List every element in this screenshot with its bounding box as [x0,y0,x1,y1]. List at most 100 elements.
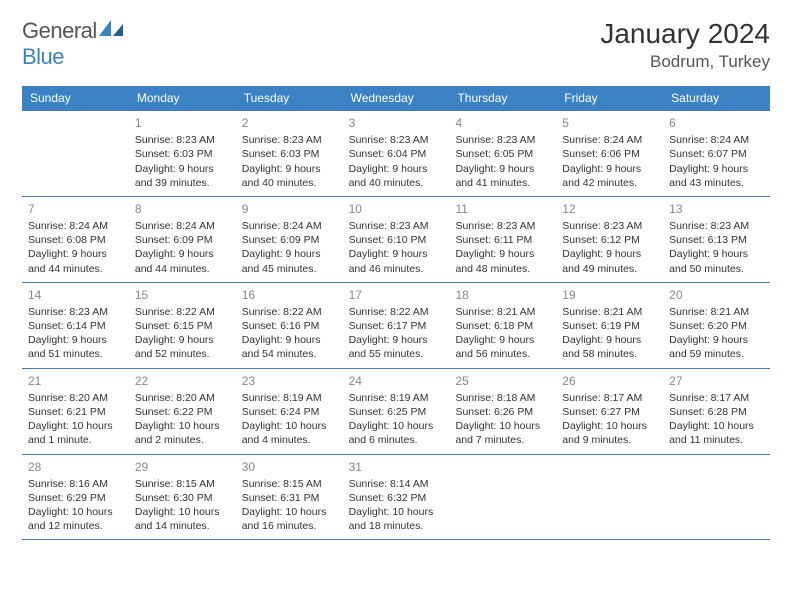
day-number: 27 [669,373,764,389]
sunrise-line: Sunrise: 8:21 AM [562,305,657,319]
day-number: 15 [135,287,230,303]
sunset-line: Sunset: 6:05 PM [455,147,550,161]
sunrise-line: Sunrise: 8:15 AM [242,477,337,491]
sunrise-line: Sunrise: 8:21 AM [669,305,764,319]
calendar-day-cell: 23Sunrise: 8:19 AMSunset: 6:24 PMDayligh… [236,369,343,454]
daylight-line: Daylight: 10 hours and 2 minutes. [135,419,230,447]
sunset-line: Sunset: 6:12 PM [562,233,657,247]
day-number: 16 [242,287,337,303]
day-header: Thursday [449,86,556,110]
sunset-line: Sunset: 6:11 PM [455,233,550,247]
sunrise-line: Sunrise: 8:23 AM [28,305,123,319]
sunset-line: Sunset: 6:22 PM [135,405,230,419]
day-number: 1 [135,115,230,131]
day-number: 13 [669,201,764,217]
calendar-day-cell: 19Sunrise: 8:21 AMSunset: 6:19 PMDayligh… [556,283,663,368]
sunset-line: Sunset: 6:19 PM [562,319,657,333]
sunrise-line: Sunrise: 8:14 AM [349,477,444,491]
day-number: 30 [242,459,337,475]
calendar-day-cell: 8Sunrise: 8:24 AMSunset: 6:09 PMDaylight… [129,197,236,282]
sunrise-line: Sunrise: 8:23 AM [669,219,764,233]
day-number: 2 [242,115,337,131]
calendar-day-cell: 31Sunrise: 8:14 AMSunset: 6:32 PMDayligh… [343,455,450,540]
day-number: 23 [242,373,337,389]
daylight-line: Daylight: 9 hours and 56 minutes. [455,333,550,361]
sunset-line: Sunset: 6:14 PM [28,319,123,333]
day-number: 28 [28,459,123,475]
daylight-line: Daylight: 10 hours and 12 minutes. [28,505,123,533]
calendar-day-cell: 26Sunrise: 8:17 AMSunset: 6:27 PMDayligh… [556,369,663,454]
day-number: 21 [28,373,123,389]
calendar-day-cell: 17Sunrise: 8:22 AMSunset: 6:17 PMDayligh… [343,283,450,368]
daylight-line: Daylight: 9 hours and 40 minutes. [349,162,444,190]
day-number: 4 [455,115,550,131]
daylight-line: Daylight: 10 hours and 11 minutes. [669,419,764,447]
calendar-header-row: Sunday Monday Tuesday Wednesday Thursday… [22,86,770,110]
sunrise-line: Sunrise: 8:23 AM [135,133,230,147]
daylight-line: Daylight: 9 hours and 45 minutes. [242,247,337,275]
calendar-day-cell [22,111,129,196]
sunrise-line: Sunrise: 8:22 AM [242,305,337,319]
sunset-line: Sunset: 6:15 PM [135,319,230,333]
sunset-line: Sunset: 6:10 PM [349,233,444,247]
calendar-week-row: 1Sunrise: 8:23 AMSunset: 6:03 PMDaylight… [22,110,770,197]
sunset-line: Sunset: 6:20 PM [669,319,764,333]
day-number: 7 [28,201,123,217]
weeks-container: 1Sunrise: 8:23 AMSunset: 6:03 PMDaylight… [22,110,770,540]
day-number: 10 [349,201,444,217]
sunset-line: Sunset: 6:31 PM [242,491,337,505]
sunrise-line: Sunrise: 8:18 AM [455,391,550,405]
sunset-line: Sunset: 6:17 PM [349,319,444,333]
calendar-day-cell: 1Sunrise: 8:23 AMSunset: 6:03 PMDaylight… [129,111,236,196]
day-number: 6 [669,115,764,131]
calendar-day-cell: 18Sunrise: 8:21 AMSunset: 6:18 PMDayligh… [449,283,556,368]
sunrise-line: Sunrise: 8:19 AM [242,391,337,405]
sunset-line: Sunset: 6:30 PM [135,491,230,505]
daylight-line: Daylight: 10 hours and 6 minutes. [349,419,444,447]
sunset-line: Sunset: 6:29 PM [28,491,123,505]
day-header: Friday [556,86,663,110]
sunset-line: Sunset: 6:28 PM [669,405,764,419]
calendar-day-cell: 2Sunrise: 8:23 AMSunset: 6:03 PMDaylight… [236,111,343,196]
calendar-day-cell: 27Sunrise: 8:17 AMSunset: 6:28 PMDayligh… [663,369,770,454]
sunrise-line: Sunrise: 8:23 AM [349,219,444,233]
daylight-line: Daylight: 9 hours and 48 minutes. [455,247,550,275]
daylight-line: Daylight: 10 hours and 14 minutes. [135,505,230,533]
sunrise-line: Sunrise: 8:23 AM [455,133,550,147]
day-number: 3 [349,115,444,131]
daylight-line: Daylight: 10 hours and 18 minutes. [349,505,444,533]
sunset-line: Sunset: 6:26 PM [455,405,550,419]
daylight-line: Daylight: 9 hours and 44 minutes. [135,247,230,275]
daylight-line: Daylight: 9 hours and 46 minutes. [349,247,444,275]
sunrise-line: Sunrise: 8:20 AM [28,391,123,405]
daylight-line: Daylight: 9 hours and 51 minutes. [28,333,123,361]
day-header: Sunday [22,86,129,110]
sunrise-line: Sunrise: 8:22 AM [135,305,230,319]
calendar-day-cell: 12Sunrise: 8:23 AMSunset: 6:12 PMDayligh… [556,197,663,282]
calendar-day-cell: 16Sunrise: 8:22 AMSunset: 6:16 PMDayligh… [236,283,343,368]
sunrise-line: Sunrise: 8:22 AM [349,305,444,319]
calendar-day-cell: 9Sunrise: 8:24 AMSunset: 6:09 PMDaylight… [236,197,343,282]
sunset-line: Sunset: 6:09 PM [135,233,230,247]
daylight-line: Daylight: 10 hours and 9 minutes. [562,419,657,447]
calendar-day-cell: 14 Sunrise: 8:23 AMSunset: 6:14 PMDayligh… [22,283,129,368]
calendar-week-row: 7Sunrise: 8:24 AMSunset: 6:08 PMDaylight… [22,197,770,283]
day-number: 14 [28,287,123,303]
calendar-day-cell: 15Sunrise: 8:22 AMSunset: 6:15 PMDayligh… [129,283,236,368]
calendar-day-cell: 24Sunrise: 8:19 AMSunset: 6:25 PMDayligh… [343,369,450,454]
daylight-line: Daylight: 9 hours and 50 minutes. [669,247,764,275]
sunset-line: Sunset: 6:32 PM [349,491,444,505]
day-number: 26 [562,373,657,389]
sunrise-line: Sunrise: 8:24 AM [28,219,123,233]
sail-icon [97,18,125,43]
calendar-day-cell: 3Sunrise: 8:23 AMSunset: 6:04 PMDaylight… [343,111,450,196]
daylight-line: Daylight: 9 hours and 40 minutes. [242,162,337,190]
daylight-line: Daylight: 10 hours and 1 minute. [28,419,123,447]
sunrise-line: Sunrise: 8:23 AM [562,219,657,233]
daylight-line: Daylight: 9 hours and 43 minutes. [669,162,764,190]
sunrise-line: Sunrise: 8:23 AM [455,219,550,233]
sunrise-line: Sunrise: 8:24 AM [242,219,337,233]
location-label: Bodrum, Turkey [600,52,770,72]
page-header: GeneralBlue January 2024 Bodrum, Turkey [22,18,770,72]
sunrise-line: Sunrise: 8:24 AM [562,133,657,147]
